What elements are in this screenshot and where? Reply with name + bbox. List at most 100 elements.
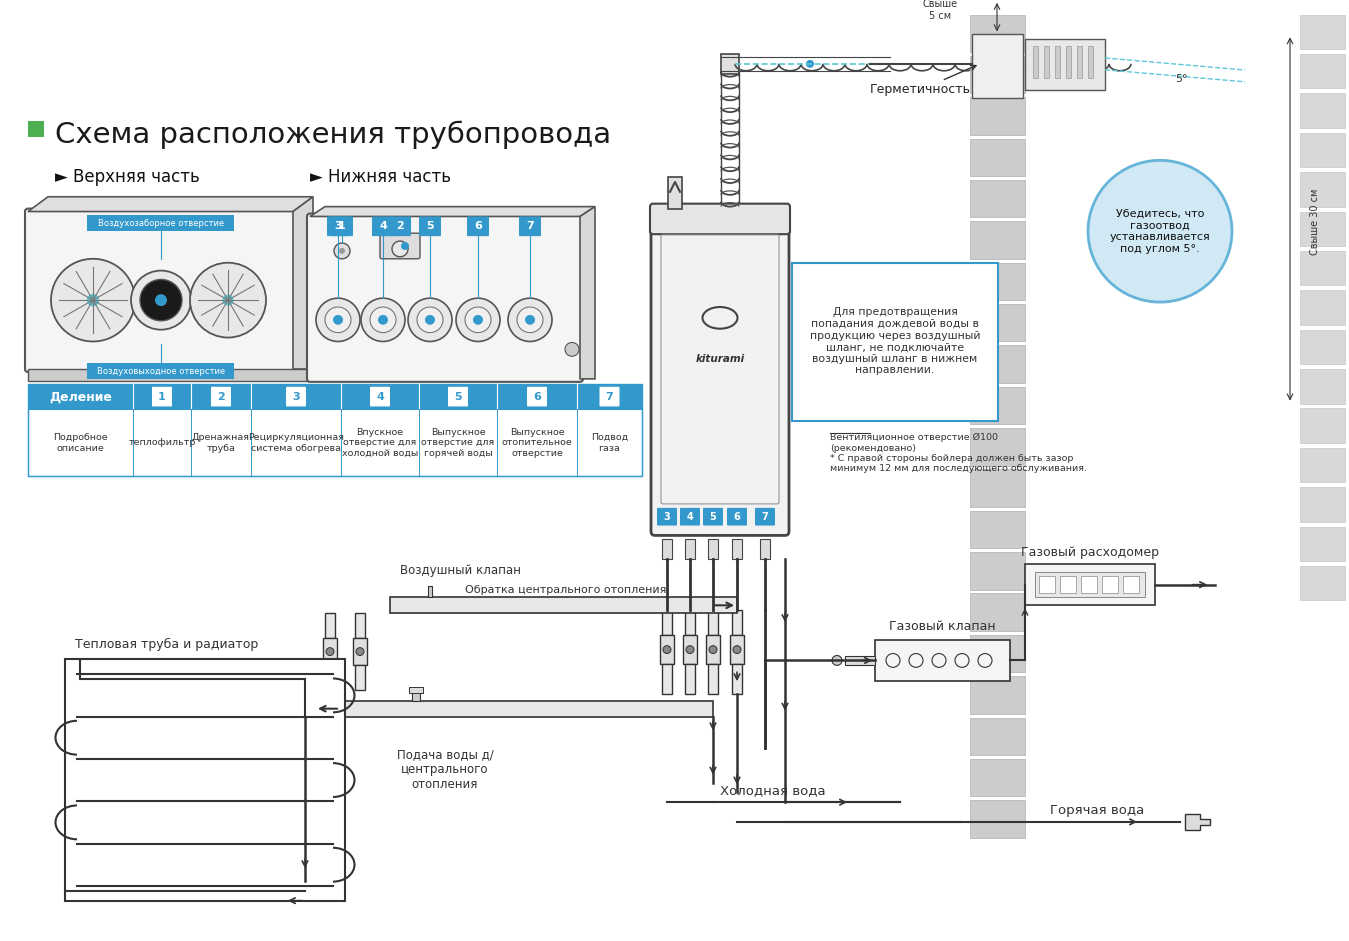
Text: Подвод
газа: Подвод газа: [591, 433, 629, 453]
Bar: [1089, 46, 1093, 78]
Circle shape: [356, 647, 364, 656]
Bar: [708, 610, 718, 635]
Circle shape: [325, 307, 351, 332]
Bar: [353, 638, 367, 665]
FancyBboxPatch shape: [527, 387, 546, 407]
Circle shape: [362, 298, 405, 342]
Circle shape: [190, 263, 266, 338]
Bar: [1035, 572, 1145, 598]
Bar: [970, 15, 1025, 52]
Bar: [970, 552, 1025, 590]
Circle shape: [456, 298, 500, 342]
Circle shape: [140, 279, 182, 321]
Bar: [970, 387, 1025, 424]
Circle shape: [223, 295, 233, 306]
Bar: [1300, 369, 1345, 404]
Bar: [708, 539, 718, 559]
Circle shape: [370, 307, 397, 332]
Text: 6: 6: [734, 512, 741, 521]
Text: ► Нижняя часть: ► Нижняя часть: [310, 168, 451, 186]
Bar: [759, 539, 770, 559]
Bar: [970, 56, 1025, 93]
FancyBboxPatch shape: [792, 263, 998, 422]
Bar: [411, 691, 420, 701]
Bar: [708, 664, 718, 694]
Bar: [1300, 172, 1345, 207]
Bar: [662, 610, 672, 635]
Text: Впускное
отверстие для
холодной воды: Впускное отверстие для холодной воды: [341, 428, 418, 457]
Bar: [733, 610, 742, 635]
Bar: [1300, 15, 1345, 49]
Text: 6: 6: [473, 221, 482, 231]
FancyBboxPatch shape: [210, 387, 231, 407]
Text: 7: 7: [606, 391, 614, 402]
FancyBboxPatch shape: [652, 217, 789, 535]
Text: 1: 1: [339, 221, 345, 231]
Bar: [970, 180, 1025, 217]
Bar: [970, 15, 1025, 52]
Bar: [970, 470, 1025, 507]
Bar: [1300, 251, 1345, 285]
Bar: [28, 409, 642, 476]
Circle shape: [805, 60, 813, 68]
Circle shape: [565, 343, 579, 357]
Text: Воздушный клапан: Воздушный клапан: [401, 565, 521, 578]
Bar: [970, 345, 1025, 383]
Bar: [970, 470, 1025, 507]
Bar: [970, 304, 1025, 342]
FancyBboxPatch shape: [152, 387, 173, 407]
Polygon shape: [293, 197, 313, 369]
Bar: [970, 304, 1025, 342]
Bar: [970, 97, 1025, 135]
FancyBboxPatch shape: [420, 216, 441, 236]
Bar: [390, 598, 737, 614]
Text: 5°: 5°: [1175, 73, 1187, 84]
Polygon shape: [1184, 814, 1210, 830]
Text: ► Верхняя часть: ► Верхняя часть: [55, 168, 200, 186]
FancyBboxPatch shape: [467, 216, 488, 236]
Bar: [844, 656, 876, 665]
Bar: [685, 610, 695, 635]
Bar: [1122, 576, 1139, 594]
Text: Подача воды д/
центрального
отопления: Подача воды д/ центрального отопления: [397, 748, 494, 791]
Text: 7: 7: [526, 221, 534, 231]
Text: Воздухозаборное отверстие: Воздухозаборное отверстие: [98, 219, 224, 228]
Bar: [1300, 487, 1345, 521]
Bar: [1300, 329, 1345, 364]
Text: Воздуховыходное отверстие: Воздуховыходное отверстие: [97, 366, 225, 375]
Circle shape: [517, 307, 544, 332]
Bar: [28, 384, 642, 476]
Text: Деление: Деление: [49, 391, 112, 403]
Bar: [1066, 46, 1071, 78]
FancyBboxPatch shape: [680, 508, 700, 526]
FancyBboxPatch shape: [727, 508, 747, 526]
Bar: [970, 263, 1025, 300]
FancyBboxPatch shape: [308, 214, 583, 382]
Bar: [970, 428, 1025, 466]
Bar: [1300, 93, 1345, 128]
Bar: [970, 138, 1025, 176]
Circle shape: [417, 307, 442, 332]
Bar: [733, 539, 742, 559]
Polygon shape: [310, 207, 595, 216]
Bar: [970, 97, 1025, 135]
Bar: [970, 138, 1025, 176]
Bar: [1055, 46, 1060, 78]
Circle shape: [473, 315, 483, 325]
Bar: [1081, 576, 1097, 594]
Bar: [706, 635, 720, 664]
Bar: [325, 665, 335, 690]
Text: Обратка центрального отопления: Обратка центрального отопления: [465, 584, 666, 595]
Bar: [876, 640, 1010, 681]
FancyBboxPatch shape: [372, 216, 394, 236]
Circle shape: [525, 315, 536, 325]
Text: 1: 1: [158, 391, 166, 402]
Circle shape: [401, 242, 409, 250]
Circle shape: [710, 646, 718, 654]
Text: 5: 5: [710, 512, 716, 521]
Text: 3: 3: [335, 221, 341, 231]
Bar: [730, 635, 745, 664]
Circle shape: [407, 298, 452, 342]
Bar: [1300, 527, 1345, 561]
Bar: [970, 263, 1025, 300]
